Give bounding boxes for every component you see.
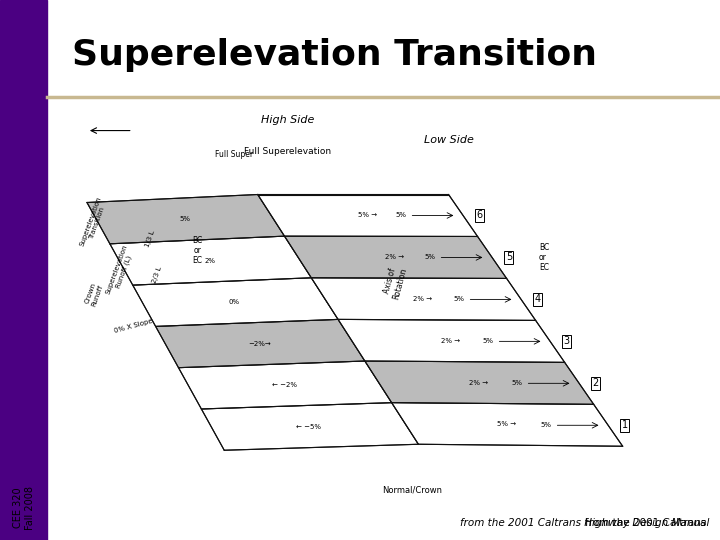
Text: ← −2%: ← −2%	[271, 382, 297, 388]
Text: 5%: 5%	[453, 296, 464, 302]
Polygon shape	[156, 319, 365, 368]
Polygon shape	[365, 361, 594, 404]
Text: 5% →: 5% →	[497, 421, 516, 427]
Text: 5%: 5%	[179, 216, 190, 222]
Text: 5%: 5%	[424, 254, 435, 260]
Text: 5%: 5%	[511, 380, 522, 386]
Text: 5%: 5%	[482, 339, 493, 345]
Text: Axis of
Rotation: Axis of Rotation	[382, 264, 408, 301]
Text: 6: 6	[477, 211, 483, 220]
Polygon shape	[284, 236, 507, 279]
Text: Superelevation
Transition: Superelevation Transition	[78, 195, 109, 249]
Text: 0% X Slope: 0% X Slope	[114, 319, 154, 334]
Text: 4: 4	[535, 294, 541, 305]
Polygon shape	[179, 361, 392, 409]
Polygon shape	[311, 278, 536, 320]
Text: 3: 3	[564, 336, 570, 346]
Text: 2/3 L: 2/3 L	[151, 265, 163, 284]
Text: 2: 2	[593, 379, 599, 388]
Text: Full Super: Full Super	[215, 150, 253, 159]
Text: BC
or
EC: BC or EC	[192, 235, 202, 265]
Text: High Side: High Side	[261, 114, 315, 125]
Text: Superelevation Transition: Superelevation Transition	[72, 38, 597, 72]
Text: 2% →: 2% →	[441, 338, 460, 344]
Text: from the 2001 Caltrans: from the 2001 Caltrans	[585, 518, 709, 528]
Text: 2%: 2%	[204, 258, 215, 264]
Polygon shape	[110, 236, 311, 285]
Text: 5%: 5%	[540, 422, 552, 428]
Polygon shape	[392, 403, 623, 446]
Polygon shape	[202, 403, 418, 450]
Polygon shape	[338, 319, 564, 362]
Text: 1/3 L: 1/3 L	[145, 229, 156, 248]
Text: CEE 320
Fall 2008: CEE 320 Fall 2008	[12, 485, 35, 530]
Text: BC
or
EC: BC or EC	[539, 242, 549, 272]
Text: 5: 5	[505, 252, 512, 262]
Text: 2% →: 2% →	[469, 380, 488, 386]
Text: Crown
Runoff: Crown Runoff	[84, 281, 104, 307]
Text: Low Side: Low Side	[423, 134, 474, 145]
Text: Superelevation
Runoff (L): Superelevation Runoff (L)	[105, 244, 136, 298]
Text: 5% →: 5% →	[358, 212, 377, 218]
Polygon shape	[87, 194, 284, 244]
Text: −2%→: −2%→	[248, 341, 271, 347]
Text: 0%: 0%	[229, 299, 240, 305]
Text: from the 2001 Caltrans Highway Design Manual: from the 2001 Caltrans Highway Design Ma…	[460, 518, 709, 528]
Text: 2% →: 2% →	[413, 296, 433, 302]
Text: ← −5%: ← −5%	[297, 423, 321, 429]
Text: 2% →: 2% →	[385, 254, 405, 260]
Text: Full Superelevation: Full Superelevation	[244, 146, 331, 156]
Text: 5%: 5%	[395, 212, 406, 219]
Polygon shape	[258, 194, 477, 237]
Bar	[0, 0, 47, 540]
Text: 1: 1	[622, 420, 628, 430]
Polygon shape	[132, 278, 338, 326]
Text: Normal/Crown: Normal/Crown	[382, 485, 442, 494]
